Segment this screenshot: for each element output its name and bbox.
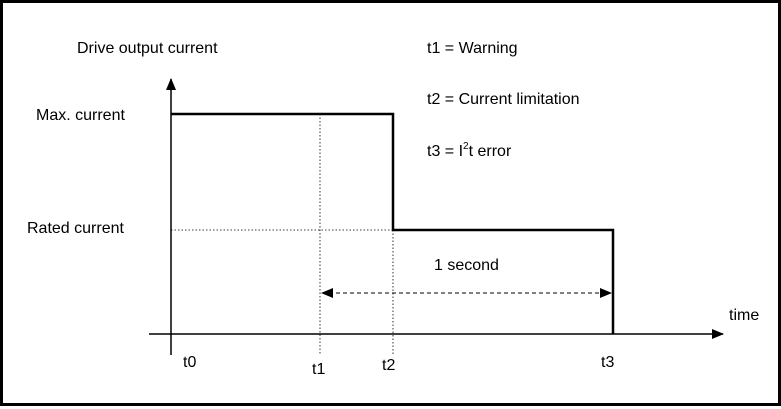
legend-t3: t3 = I2t error	[427, 141, 512, 160]
rated-current-label: Rated current	[27, 220, 124, 237]
y-axis-label: Drive output current	[77, 40, 218, 57]
legend-t3-suffix: t error	[469, 143, 512, 160]
current-profile-line	[171, 112, 615, 334]
legend-t2: t2 = Current limitation	[427, 91, 580, 108]
x-axis-label: time	[729, 307, 759, 324]
legend-t1: t1 = Warning	[427, 40, 518, 57]
tick-label-t3: t3	[601, 354, 614, 371]
tick-label-t0: t0	[183, 354, 196, 371]
duration-label: 1 second	[434, 257, 499, 274]
max-current-label: Max. current	[36, 107, 125, 124]
tick-label-t2: t2	[382, 357, 395, 374]
legend-t3-prefix: t3 = I	[427, 143, 463, 160]
current-limit-diagram: Drive output current Max. current Rated …	[27, 40, 759, 378]
legend-t3-superscript: 2	[463, 141, 469, 152]
tick-label-t1: t1	[312, 361, 325, 378]
